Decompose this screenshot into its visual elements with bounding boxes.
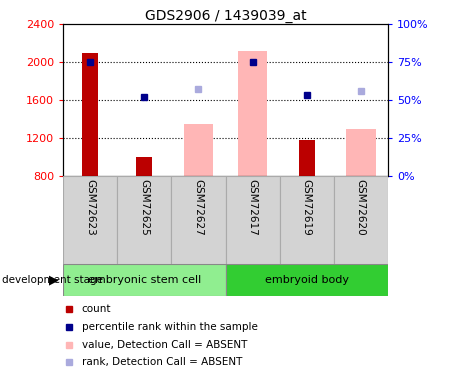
Text: development stage: development stage bbox=[2, 275, 103, 285]
Text: percentile rank within the sample: percentile rank within the sample bbox=[82, 322, 258, 332]
Text: ▶: ▶ bbox=[49, 274, 59, 287]
Bar bbox=[299, 140, 315, 176]
Text: embryoid body: embryoid body bbox=[265, 275, 349, 285]
Text: GSM72623: GSM72623 bbox=[85, 179, 95, 236]
Bar bbox=[63, 264, 226, 296]
Bar bbox=[226, 176, 280, 264]
Text: GSM72617: GSM72617 bbox=[248, 179, 258, 236]
Bar bbox=[280, 176, 334, 264]
Text: GSM72620: GSM72620 bbox=[356, 179, 366, 236]
Bar bbox=[63, 176, 117, 264]
Text: GSM72627: GSM72627 bbox=[193, 179, 203, 236]
Bar bbox=[136, 157, 152, 176]
Bar bbox=[184, 124, 213, 176]
Text: rank, Detection Call = ABSENT: rank, Detection Call = ABSENT bbox=[82, 357, 242, 368]
Text: count: count bbox=[82, 304, 111, 314]
Bar bbox=[334, 176, 388, 264]
Bar bbox=[226, 264, 388, 296]
Bar bbox=[346, 129, 376, 176]
Text: GDS2906 / 1439039_at: GDS2906 / 1439039_at bbox=[145, 9, 306, 23]
Text: GSM72625: GSM72625 bbox=[139, 179, 149, 236]
Bar bbox=[238, 51, 267, 176]
Text: GSM72619: GSM72619 bbox=[302, 179, 312, 236]
Bar bbox=[82, 53, 98, 176]
Bar bbox=[117, 176, 171, 264]
Text: value, Detection Call = ABSENT: value, Detection Call = ABSENT bbox=[82, 339, 247, 350]
Text: embryonic stem cell: embryonic stem cell bbox=[87, 275, 201, 285]
Bar bbox=[171, 176, 226, 264]
